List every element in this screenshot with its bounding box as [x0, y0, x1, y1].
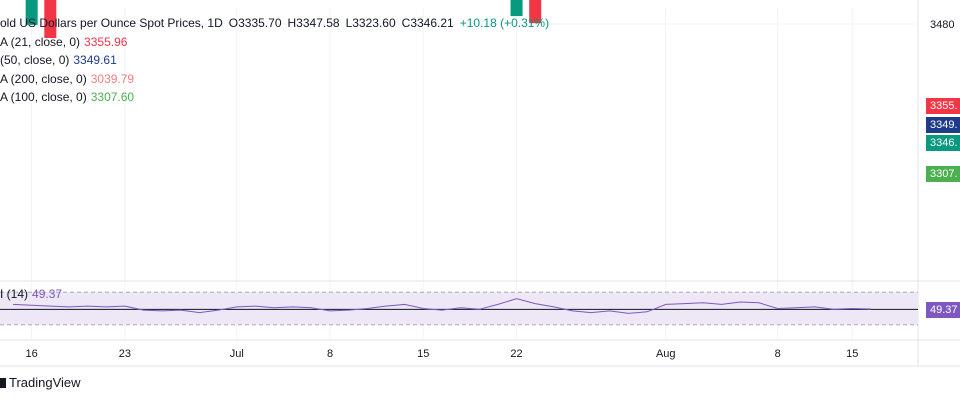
x-tick-label: 23: [119, 348, 131, 360]
indicator-label: A (200, close, 0): [0, 71, 87, 86]
change-value: +10.18 (+0.31%): [459, 16, 550, 30]
tradingview-brand[interactable]: TradingView: [0, 375, 81, 390]
x-tick-label: Aug: [656, 348, 676, 360]
price-tag-ma100: 3307.: [926, 166, 960, 182]
indicator-row-ma50[interactable]: (50, close, 0) 3349.61: [0, 51, 549, 70]
symbol-title: old US Dollars per Ounce Spot Prices, 1D: [0, 16, 223, 30]
rsi-line: [12, 298, 871, 314]
x-tick-label: 15: [846, 348, 858, 360]
x-tick-label: Jul: [230, 348, 244, 360]
indicator-label: (50, close, 0): [0, 53, 70, 67]
ohlc-values: O3335.70 H3347.58 L3323.60 C3346.21: [223, 16, 454, 30]
indicator-value: 3039.79: [90, 71, 135, 86]
indicator-value: 3355.96: [84, 34, 128, 49]
indicator-label: A (21, close, 0): [0, 34, 81, 49]
x-tick-label: 16: [26, 348, 38, 360]
rsi-band: [0, 292, 918, 325]
x-tick-label: 22: [510, 348, 522, 360]
rsi-tag: 49.37: [926, 302, 960, 318]
high-value: H3347.58: [287, 16, 340, 30]
chart-legend: old US Dollars per Ounce Spot Prices, 1D…: [0, 14, 549, 107]
tradingview-logo-icon: [0, 377, 6, 388]
rsi-label: I (14): [0, 287, 29, 301]
indicator-label: A (100, close, 0): [0, 90, 87, 104]
price-tag-ma50: 3349.: [926, 117, 960, 133]
candle-up: [510, 0, 523, 17]
candle-down: [44, 0, 57, 39]
candles-group: [25, 0, 542, 39]
price-tag-last: 3346.: [926, 135, 960, 151]
rsi-value: 49.37: [32, 287, 63, 301]
brand-label: TradingView: [9, 375, 81, 390]
close-value: C3346.21: [401, 16, 454, 30]
low-value: L3323.60: [345, 16, 396, 30]
indicator-value: 3307.60: [90, 90, 135, 104]
x-tick-label: 8: [327, 348, 333, 360]
y-tick-label: 3480: [930, 19, 954, 31]
candle-up: [25, 0, 38, 25]
rsi-legend[interactable]: I (14) 49.37: [0, 287, 62, 301]
indicator-row-ma21[interactable]: A (21, close, 0) 3355.96: [0, 33, 549, 52]
x-tick-label: 8: [775, 348, 781, 360]
symbol-row: old US Dollars per Ounce Spot Prices, 1D…: [0, 14, 549, 33]
x-tick-label: 15: [417, 348, 429, 360]
indicator-row-ma100[interactable]: A (100, close, 0) 3307.60: [0, 88, 549, 107]
indicator-row-ma200[interactable]: A (200, close, 0) 3039.79: [0, 70, 549, 89]
open-value: O3335.70: [228, 16, 282, 30]
price-tag-ma21: 3355.: [926, 98, 960, 114]
candle-down: [529, 0, 542, 24]
indicator-value: 3349.61: [73, 53, 117, 67]
